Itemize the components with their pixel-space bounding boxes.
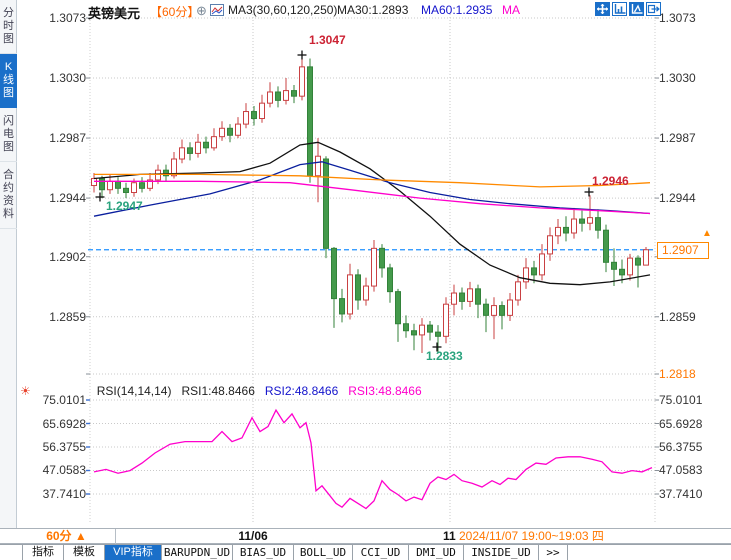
sidebar-item-kline[interactable]: K线图 bbox=[0, 54, 17, 108]
rsi1-value: RSI1:48.8466 bbox=[181, 384, 255, 398]
x-axis-date-1106: 11/06 bbox=[238, 529, 268, 543]
bottom-tab-6[interactable]: BOLL_UD bbox=[294, 545, 353, 560]
pan-tool-icon[interactable] bbox=[595, 2, 610, 16]
y-axis-zoom-icon[interactable] bbox=[612, 2, 627, 16]
bottom-tab-5[interactable]: BIAS_UD bbox=[233, 545, 294, 560]
sidebar-item-timeshare[interactable]: 分时图 bbox=[0, 0, 17, 54]
indicator-chart-icon[interactable] bbox=[210, 4, 224, 19]
sidebar: 分时图 K线图 闪电图 合约资料 bbox=[0, 0, 17, 560]
status-bar: 60分 ▲ 11/06 11 2024/11/07 19:00~19:03 四 bbox=[0, 528, 731, 544]
price-axis-label: 1.3030 bbox=[49, 71, 86, 86]
price-annotation: 1.2833 bbox=[426, 349, 463, 363]
sidebar-item-flash[interactable]: 闪电图 bbox=[0, 108, 17, 162]
rsi-settings-icon[interactable]: ☀ bbox=[20, 384, 31, 398]
rsi2-value: RSI2:48.8466 bbox=[264, 384, 339, 398]
price-annotation: 1.2947 bbox=[106, 199, 143, 213]
rsi-name: RSI(14,14,14) bbox=[96, 384, 172, 398]
rsi-axis-label: 37.7410 bbox=[42, 487, 86, 501]
indicator-tab-bar: 指标 模板 VIP指标 BARUPDN_UD BIAS_UD BOLL_UD CCI_UD D… bbox=[0, 544, 731, 560]
rsi-axis-label: 65.6928 bbox=[42, 416, 86, 431]
price-annotation: 1.2946 bbox=[592, 174, 629, 188]
rsi-axis-label: 37.7410 bbox=[659, 487, 703, 501]
settings-icon[interactable]: ⊕ bbox=[196, 3, 207, 18]
x-axis-date-1107: 11 bbox=[443, 529, 456, 543]
bottom-tab-4[interactable]: BARUPDN_UD bbox=[162, 545, 233, 560]
rsi-axis-label: 47.0583 bbox=[42, 463, 86, 478]
price-annotation: 1.3047 bbox=[309, 33, 346, 47]
bottom-tab-9[interactable]: INSIDE_UD bbox=[464, 545, 539, 560]
rsi-axis-label: 75.0101 bbox=[42, 393, 86, 407]
rsi-axis-label: 56.3755 bbox=[42, 440, 86, 454]
price-axis-label: 1.3073 bbox=[659, 11, 696, 25]
rsi-axis-label: 47.0583 bbox=[659, 463, 703, 478]
price-up-arrow-icon: ▲ bbox=[702, 227, 712, 239]
bottom-tab-7[interactable]: CCI_UD bbox=[353, 545, 409, 560]
ma60-value: MA60:1.2935 bbox=[421, 3, 493, 17]
auto-scale-icon[interactable] bbox=[629, 2, 644, 16]
ma-summary-label: MA3(30,60,120,250) bbox=[228, 3, 338, 17]
tab-spacer bbox=[0, 545, 23, 560]
bottom-tab-8[interactable]: DMI_UD bbox=[409, 545, 464, 560]
price-axis-label-low: 1.2818 bbox=[659, 367, 696, 381]
bottom-tab-2[interactable]: 模板 bbox=[64, 545, 105, 560]
session-time-range: 2024/11/07 19:00~19:03 四 bbox=[459, 529, 604, 543]
sidebar-item-contract[interactable]: 合约资料 bbox=[0, 162, 17, 229]
ma30-value: MA30:1.2893 bbox=[337, 3, 409, 17]
period-label[interactable]: 【60分】 bbox=[150, 5, 200, 19]
bottom-tab-1[interactable]: 指标 bbox=[23, 545, 64, 560]
price-axis-label: 1.2859 bbox=[49, 309, 86, 324]
price-axis-label: 1.2859 bbox=[659, 309, 696, 324]
bottom-tab-10[interactable]: >> bbox=[539, 545, 568, 560]
last-price-tag: 1.2907 bbox=[657, 241, 709, 259]
price-axis-label: 1.2902 bbox=[49, 249, 86, 264]
next-page-icon[interactable] bbox=[646, 2, 661, 16]
rsi-axis-label: 56.3755 bbox=[659, 440, 703, 454]
price-axis-label: 1.2987 bbox=[659, 131, 696, 146]
price-axis-label: 1.2944 bbox=[659, 191, 696, 206]
price-axis-label: 1.2987 bbox=[49, 131, 86, 146]
price-axis-label: 1.3030 bbox=[659, 71, 696, 86]
bottom-tab-3[interactable]: VIP指标 bbox=[105, 545, 162, 560]
rsi-axis-label: 75.0101 bbox=[659, 393, 703, 407]
symbol-title: 英镑美元 bbox=[88, 6, 141, 21]
ma-extra-label: MA bbox=[502, 3, 520, 17]
price-axis-label: 1.3073 bbox=[49, 11, 86, 25]
price-axis-label: 1.2944 bbox=[49, 191, 86, 206]
rsi-axis-label: 65.6928 bbox=[659, 416, 703, 431]
rsi3-value: RSI3:48.8466 bbox=[348, 384, 422, 398]
period-selector[interactable]: 60分 ▲ bbox=[18, 529, 116, 544]
rsi-header: ☀ RSI(14,14,14) RSI1:48.8466 RSI2:48.8466 RS… bbox=[20, 384, 422, 398]
